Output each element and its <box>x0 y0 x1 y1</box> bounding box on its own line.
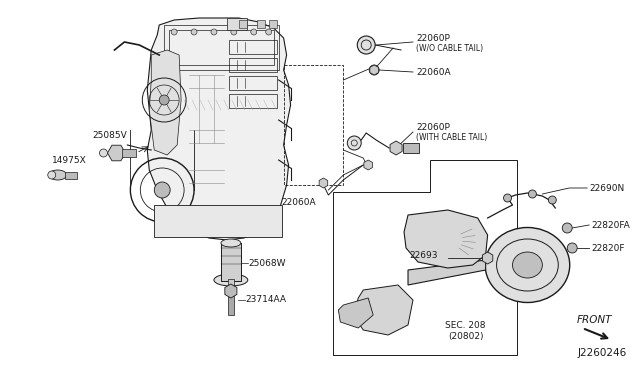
Bar <box>228 295 234 315</box>
Text: 14975X: 14975X <box>52 156 86 165</box>
Text: 22693: 22693 <box>410 250 438 260</box>
Ellipse shape <box>214 274 248 286</box>
Text: 22820FA: 22820FA <box>591 221 630 230</box>
Circle shape <box>211 29 217 35</box>
Bar <box>169 30 274 65</box>
Bar <box>269 20 276 28</box>
Text: 25085V: 25085V <box>92 131 127 140</box>
Polygon shape <box>404 210 488 268</box>
Circle shape <box>159 95 169 105</box>
Text: SEC. 208: SEC. 208 <box>445 321 486 330</box>
Ellipse shape <box>485 228 570 302</box>
Text: 22690N: 22690N <box>589 183 625 192</box>
Circle shape <box>529 190 536 198</box>
Circle shape <box>504 194 511 202</box>
Circle shape <box>48 171 56 179</box>
Polygon shape <box>149 50 181 155</box>
Bar <box>164 25 278 70</box>
Bar <box>122 149 136 157</box>
Text: J2260246: J2260246 <box>578 348 627 358</box>
Text: 22820F: 22820F <box>591 244 625 253</box>
Circle shape <box>357 36 375 54</box>
Circle shape <box>191 29 197 35</box>
Text: 22060P: 22060P <box>416 33 450 42</box>
Bar <box>403 143 419 153</box>
Bar <box>257 20 265 28</box>
Bar <box>284 65 343 185</box>
Ellipse shape <box>49 170 67 180</box>
Bar <box>239 20 247 28</box>
Circle shape <box>99 149 108 157</box>
Bar <box>154 205 282 237</box>
Polygon shape <box>353 285 413 335</box>
Text: 22060P: 22060P <box>416 122 450 131</box>
Text: FRONT: FRONT <box>577 315 612 325</box>
Text: (W/O CABLE TAIL): (W/O CABLE TAIL) <box>416 44 483 52</box>
Circle shape <box>348 136 361 150</box>
Text: 25068W: 25068W <box>249 259 286 267</box>
Circle shape <box>154 182 170 198</box>
Circle shape <box>231 29 237 35</box>
Circle shape <box>251 29 257 35</box>
Circle shape <box>548 196 556 204</box>
Bar <box>65 172 77 179</box>
Ellipse shape <box>221 239 241 247</box>
Polygon shape <box>147 18 291 240</box>
Circle shape <box>266 29 271 35</box>
Text: (WITH CABLE TAIL): (WITH CABLE TAIL) <box>416 132 487 141</box>
Text: 23714AA: 23714AA <box>246 295 287 305</box>
Circle shape <box>171 29 177 35</box>
Ellipse shape <box>513 252 542 278</box>
Bar <box>229 58 276 72</box>
Bar <box>229 40 276 54</box>
Text: (20802): (20802) <box>448 331 483 340</box>
Bar <box>228 279 234 293</box>
Circle shape <box>563 223 572 233</box>
Bar <box>227 18 247 30</box>
Bar <box>221 243 241 281</box>
Bar <box>229 76 276 90</box>
Bar <box>229 94 276 108</box>
Text: 22060A: 22060A <box>416 67 451 77</box>
Polygon shape <box>339 298 373 328</box>
Circle shape <box>567 243 577 253</box>
Circle shape <box>369 65 379 75</box>
Polygon shape <box>408 260 486 285</box>
Text: 22060A: 22060A <box>281 198 316 207</box>
